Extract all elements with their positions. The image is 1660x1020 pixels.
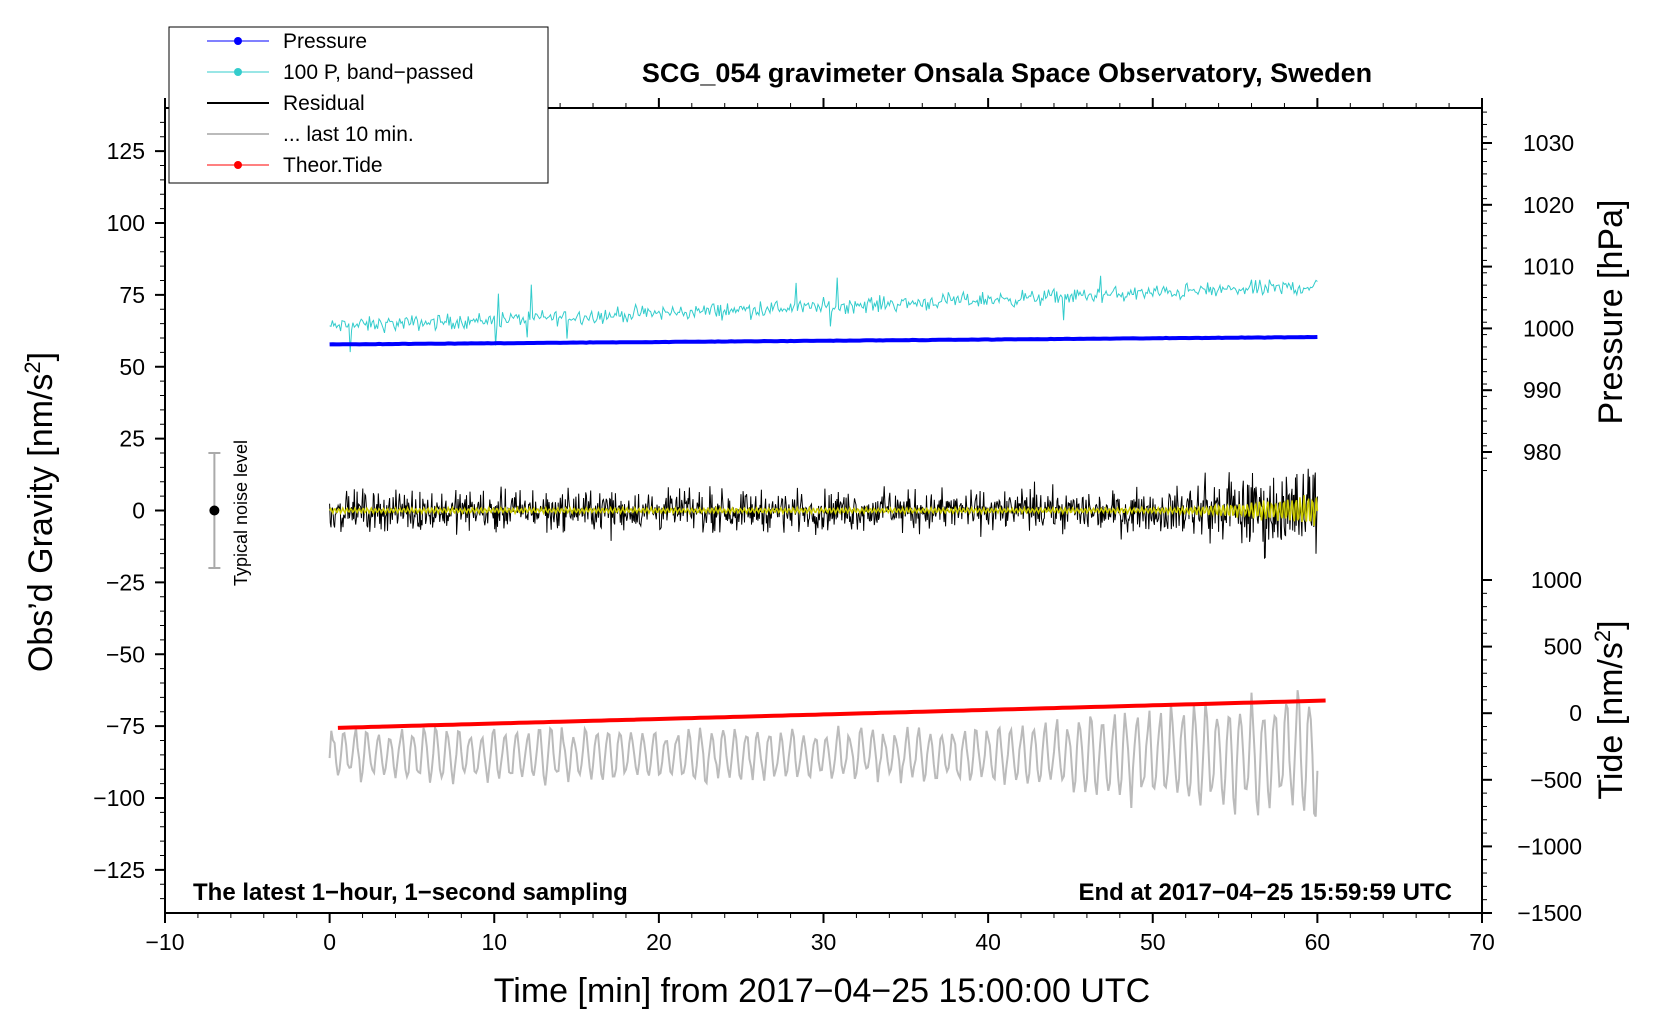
y-tick-label: 50 xyxy=(119,354,145,380)
annotation-left: The latest 1−hour, 1−second sampling xyxy=(193,879,628,906)
y-tick-label: −75 xyxy=(106,713,145,739)
legend-label: Residual xyxy=(283,92,365,115)
series-residual-line xyxy=(329,468,1318,560)
tide-tick-label: 0 xyxy=(1569,700,1582,726)
y-tick-label: −50 xyxy=(106,641,145,667)
x-axis-title: Time [min] from 2017−04−25 15:00:00 UTC xyxy=(494,972,1150,1010)
x-tick-label: 70 xyxy=(1469,929,1495,955)
legend-label: Pressure xyxy=(283,30,367,53)
x-tick-label: −10 xyxy=(145,929,184,955)
x-tick-label: 60 xyxy=(1305,929,1331,955)
y-axis-tide: 1000 500 0 −500 −1000 −1500 xyxy=(1482,567,1582,926)
tide-tick-label: 1000 xyxy=(1531,567,1582,593)
y-tick-label: 25 xyxy=(119,426,145,452)
tide-tick-label: −500 xyxy=(1530,767,1582,793)
y-tick-label: 0 xyxy=(132,498,145,524)
y-tick-label: −25 xyxy=(106,569,145,595)
series-smoothed-line xyxy=(328,495,1319,526)
legend-label: ... last 10 min. xyxy=(283,123,414,146)
legend-marker xyxy=(234,161,242,169)
y-axis-pressure: 1030 1020 1010 1000 990 980 xyxy=(1482,111,1574,472)
legend-label: 100 P, band−passed xyxy=(283,61,474,84)
noise-level-indicator: Typical noise level xyxy=(208,440,251,586)
series-tide-line xyxy=(337,698,1326,730)
x-tick-label: 30 xyxy=(811,929,837,955)
series-layer xyxy=(328,275,1326,818)
pressure-tick-label: 1010 xyxy=(1523,254,1574,280)
y-right-pressure-title: Pressure [hPa] xyxy=(1592,200,1630,425)
x-tick-label: 10 xyxy=(481,929,507,955)
legend-box xyxy=(168,26,549,184)
y-left-axis-title: Obs’d Gravity [nm/s2] xyxy=(20,352,60,672)
y-tick-label: −100 xyxy=(93,785,145,811)
x-tick-label: 50 xyxy=(1140,929,1166,955)
tide-tick-label: 500 xyxy=(1544,634,1582,660)
pressure-tick-label: 980 xyxy=(1523,439,1561,465)
series-last10-line xyxy=(328,690,1319,818)
series-bandpassed-line xyxy=(329,275,1318,353)
annotation-right: End at 2017−04−25 15:59:59 UTC xyxy=(1078,879,1452,906)
noise-dot xyxy=(209,505,220,516)
legend-label: Theor.Tide xyxy=(283,154,383,177)
pressure-tick-label: 990 xyxy=(1523,377,1561,403)
pressure-tick-label: 1020 xyxy=(1523,192,1574,218)
legend: Pressure 100 P, band−passed Residual ... la… xyxy=(168,26,549,184)
x-tick-label: 40 xyxy=(975,929,1001,955)
y-tick-label: 75 xyxy=(119,282,145,308)
legend-marker xyxy=(234,68,242,76)
y-tick-label: 100 xyxy=(107,210,145,236)
tide-tick-label: −1000 xyxy=(1517,833,1582,859)
legend-marker xyxy=(234,37,242,45)
x-axis: −10 0 10 20 30 40 50 60 70 xyxy=(145,98,1495,955)
tide-tick-label: −1500 xyxy=(1517,900,1582,926)
y-tick-label: −125 xyxy=(93,857,145,883)
y-tick-label: 125 xyxy=(107,138,145,164)
series-pressure-line xyxy=(329,334,1318,347)
y-axis-gravity: 125 100 75 50 25 0 −25 −50 −75 −100 −125 xyxy=(93,121,165,900)
y-right-tide-title: Tide [nm/s2] xyxy=(1590,620,1630,799)
x-tick-label: 20 xyxy=(646,929,672,955)
pressure-tick-label: 1030 xyxy=(1523,130,1574,156)
noise-label: Typical noise level xyxy=(231,440,251,586)
pressure-tick-label: 1000 xyxy=(1523,315,1574,341)
chart-title: SCG_054 gravimeter Onsala Space Observat… xyxy=(642,58,1372,88)
x-tick-label: 0 xyxy=(323,929,336,955)
